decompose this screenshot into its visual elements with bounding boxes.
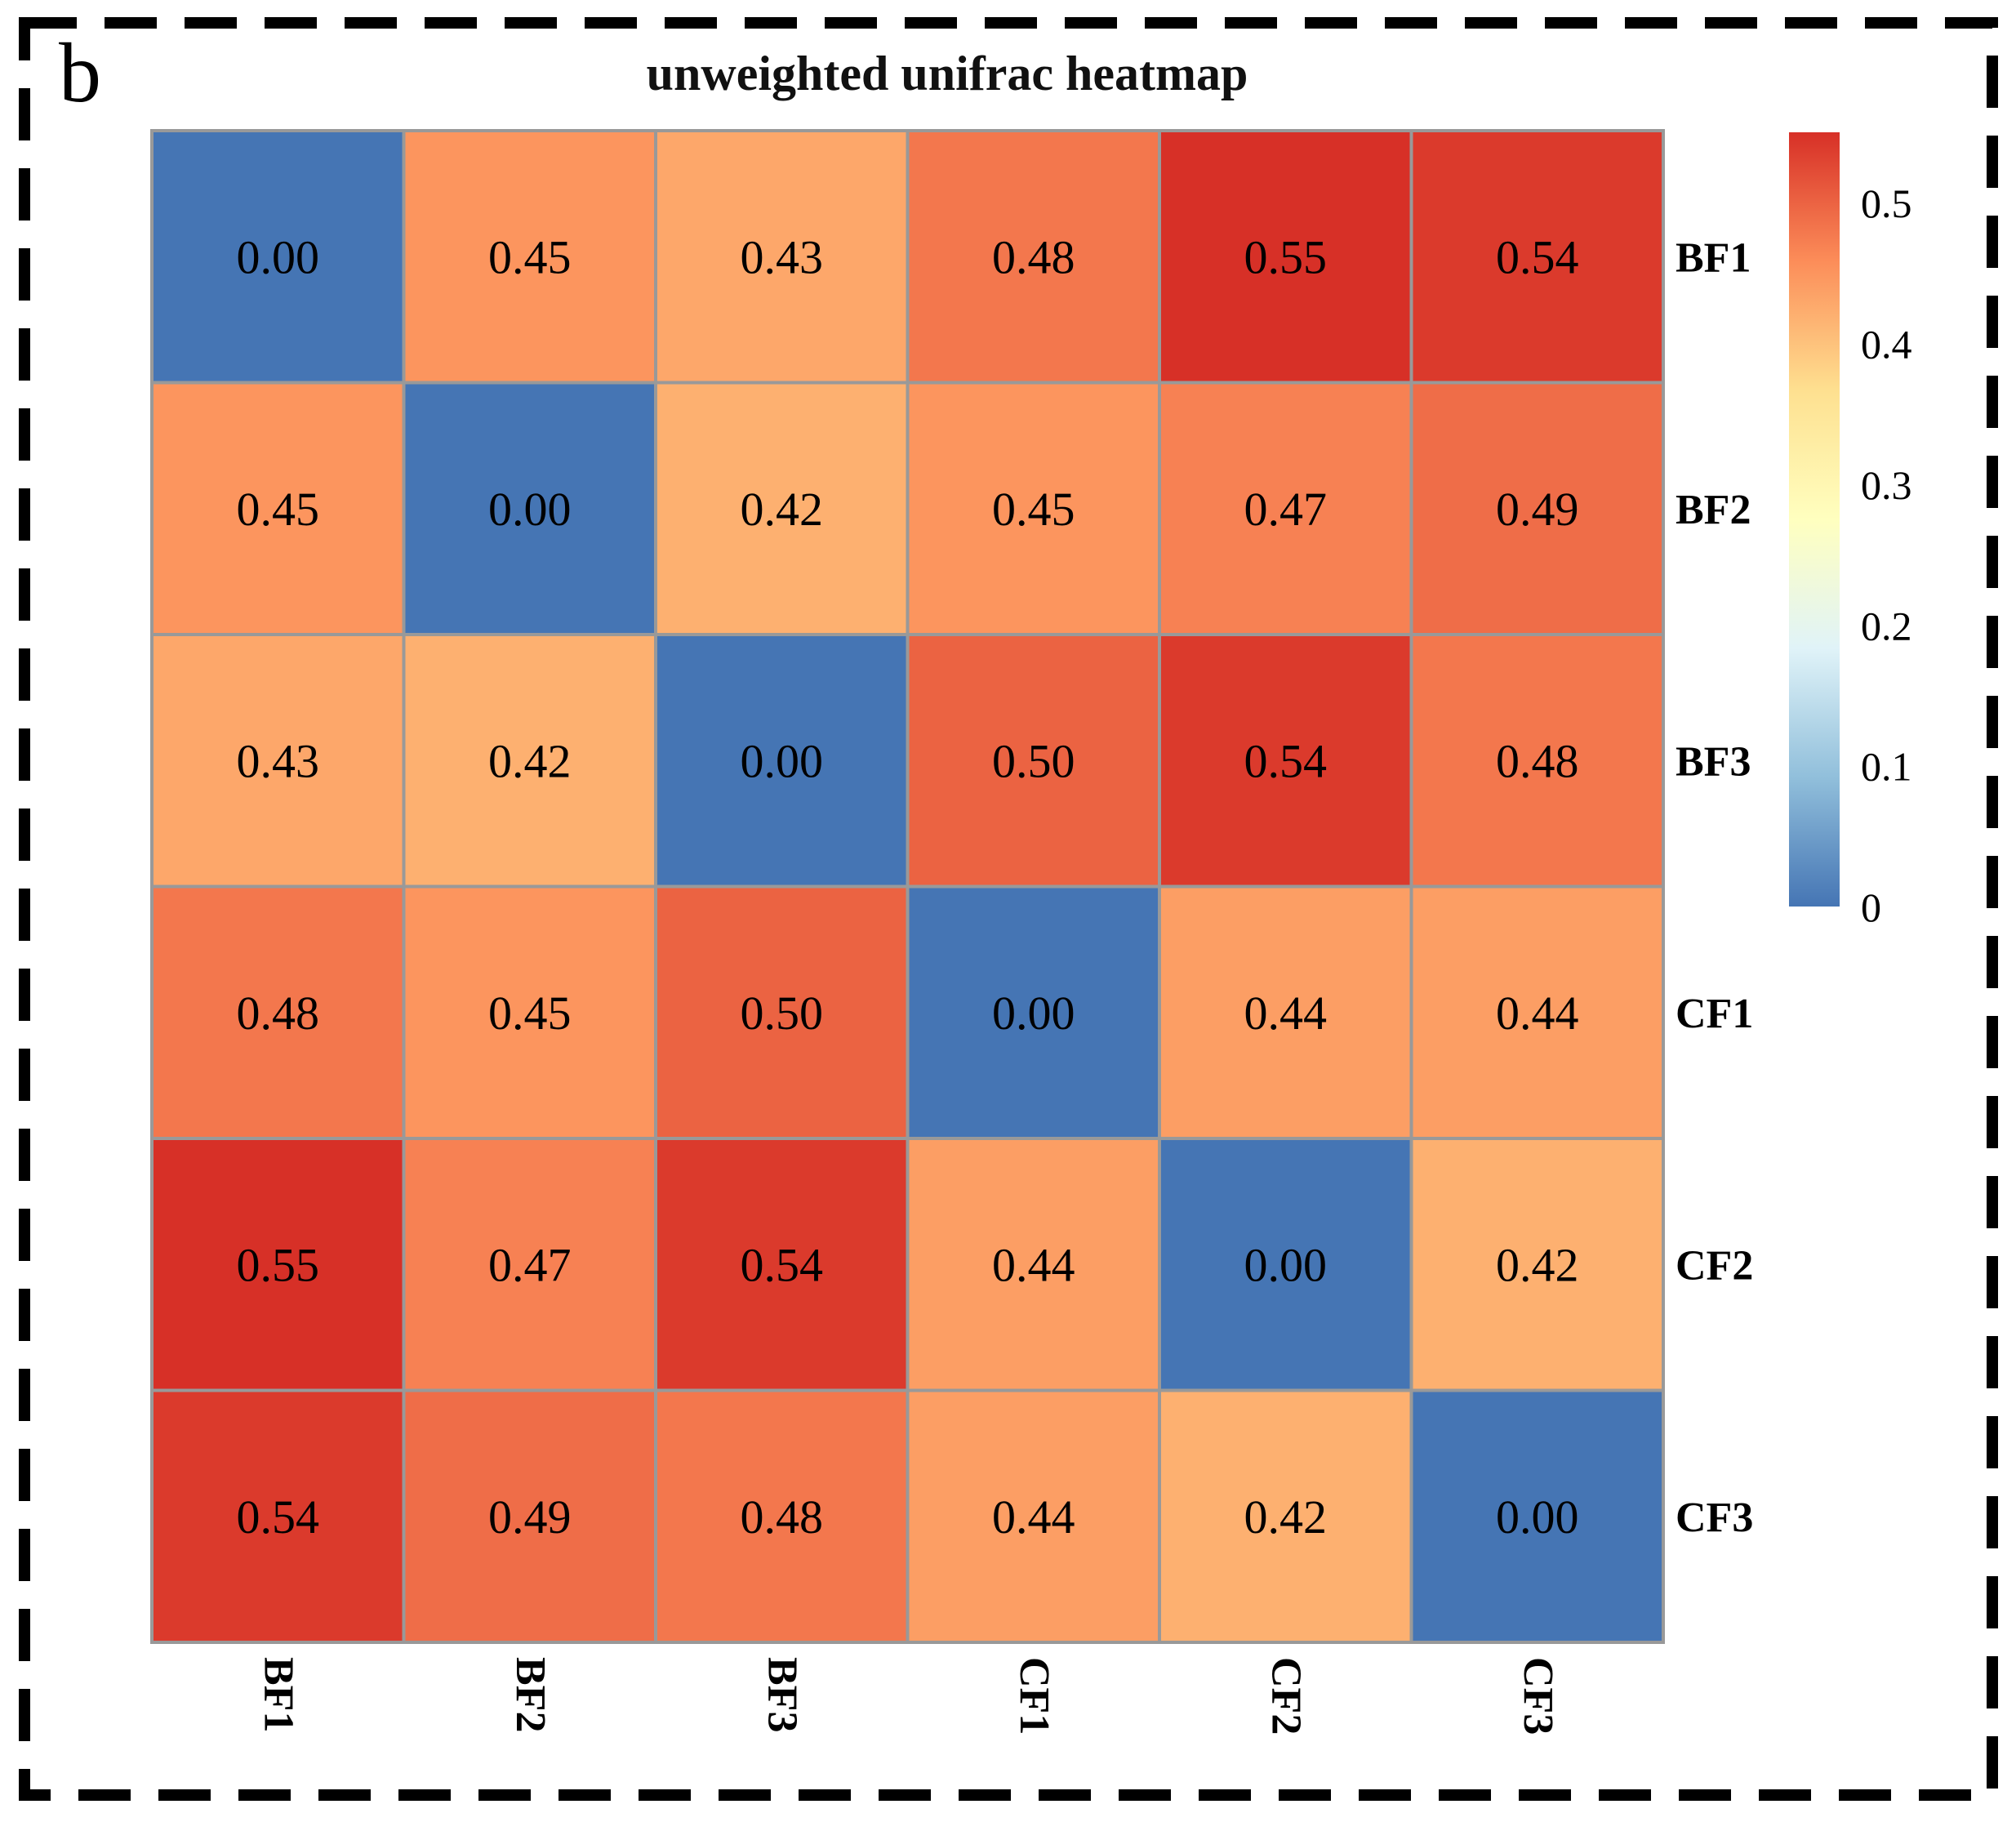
heatmap-cell — [402, 633, 657, 889]
cell-value-label: 0.44 — [992, 1238, 1075, 1291]
heatmap-cell — [1158, 633, 1413, 889]
cell-value-label: 0.48 — [237, 987, 320, 1040]
heatmap-cell — [1158, 129, 1413, 385]
cell-value-label: 0.49 — [1496, 483, 1579, 536]
cell-value-label: 0.42 — [488, 734, 572, 787]
colorbar-tick-label: 0.5 — [1861, 180, 1912, 226]
heatmap-cell — [906, 1388, 1161, 1644]
heatmap-cell — [1409, 1388, 1665, 1644]
cell-value-label: 0.42 — [1496, 1238, 1579, 1291]
cell-value-label: 0.50 — [741, 987, 824, 1040]
cell-value-label: 0.43 — [237, 734, 320, 787]
column-label: CF3 — [1515, 1657, 1561, 1735]
cell-value-label: 0.00 — [1496, 1490, 1579, 1544]
column-label: BF3 — [759, 1657, 805, 1732]
cell-value-label: 0.50 — [992, 734, 1075, 787]
cell-value-label: 0.42 — [741, 483, 824, 536]
cell-value-label: 0.45 — [992, 483, 1075, 536]
heatmap-cell — [1409, 884, 1665, 1140]
cell-value-label: 0.54 — [1496, 230, 1579, 283]
colorbar-tick-label: 0.1 — [1861, 744, 1912, 790]
cell-value-label: 0.00 — [1244, 1238, 1328, 1291]
heatmap-cell — [906, 129, 1161, 385]
colorbar — [1789, 132, 1840, 907]
cell-value-label: 0.54 — [741, 1238, 824, 1291]
heatmap-cell — [654, 633, 910, 889]
heatmap-cell — [1158, 381, 1413, 636]
heatmap-cell — [654, 1388, 910, 1644]
colorbar-tick-label: 0 — [1861, 884, 1881, 930]
heatmap-cell — [906, 884, 1161, 1140]
cell-value-label: 0.47 — [488, 1238, 572, 1291]
heatmap-cell — [402, 1388, 657, 1644]
cell-value-label: 0.00 — [741, 734, 824, 787]
chart-title: unweighted unifrac heatmap — [646, 47, 1248, 100]
cell-value-label: 0.55 — [1244, 230, 1328, 283]
cell-value-label: 0.47 — [1244, 483, 1328, 536]
cell-value-label: 0.43 — [741, 230, 824, 283]
panel-label: b — [59, 26, 101, 120]
cell-value-label: 0.45 — [488, 987, 572, 1040]
row-label: CF3 — [1676, 1495, 1753, 1541]
row-label: BF2 — [1676, 487, 1751, 533]
colorbar-tick-label: 0.3 — [1861, 462, 1912, 508]
cell-value-label: 0.55 — [237, 1238, 320, 1291]
column-label: BF1 — [255, 1657, 301, 1732]
colorbar-tick-label: 0.4 — [1861, 322, 1912, 368]
heatmap-cell — [150, 884, 406, 1140]
cell-value-label: 0.42 — [1244, 1490, 1328, 1544]
colorbar-tick-label: 0.2 — [1861, 603, 1912, 648]
cell-value-label: 0.48 — [741, 1490, 824, 1544]
heatmap-cell — [402, 884, 657, 1140]
heatmap-cell — [1158, 884, 1413, 1140]
heatmap-cell — [906, 633, 1161, 889]
heatmap-cell — [906, 1137, 1161, 1392]
heatmap-cell — [654, 884, 910, 1140]
heatmap-cell — [654, 129, 910, 385]
row-label: BF1 — [1676, 234, 1751, 281]
cell-value-label: 0.00 — [992, 987, 1075, 1040]
cell-value-label: 0.54 — [1244, 734, 1328, 787]
heatmap-cell — [1409, 1137, 1665, 1392]
cell-value-label: 0.44 — [992, 1490, 1075, 1544]
column-label: BF2 — [507, 1657, 554, 1732]
cell-value-label: 0.54 — [237, 1490, 320, 1544]
row-label: BF3 — [1676, 738, 1751, 785]
cell-value-label: 0.45 — [488, 230, 572, 283]
cell-value-label: 0.00 — [237, 230, 320, 283]
heatmap-cell — [1409, 381, 1665, 636]
column-label: CF2 — [1262, 1657, 1309, 1735]
cell-value-label: 0.48 — [992, 230, 1075, 283]
cell-value-label: 0.44 — [1244, 987, 1328, 1040]
cell-value-label: 0.49 — [488, 1490, 572, 1544]
cell-value-label: 0.45 — [237, 483, 320, 536]
heatmap-cell — [1158, 1388, 1413, 1644]
column-label: CF1 — [1011, 1657, 1057, 1735]
cell-value-label: 0.00 — [488, 483, 572, 536]
row-label: CF1 — [1676, 991, 1753, 1037]
cell-value-label: 0.48 — [1496, 734, 1579, 787]
heatmap-cell — [150, 1388, 406, 1644]
row-label: CF2 — [1676, 1242, 1753, 1289]
heatmap-cell — [402, 129, 657, 385]
cell-value-label: 0.44 — [1496, 987, 1579, 1040]
heatmap-cell — [1409, 129, 1665, 385]
heatmap-cell — [150, 633, 406, 889]
heatmap-cell — [1409, 633, 1665, 889]
